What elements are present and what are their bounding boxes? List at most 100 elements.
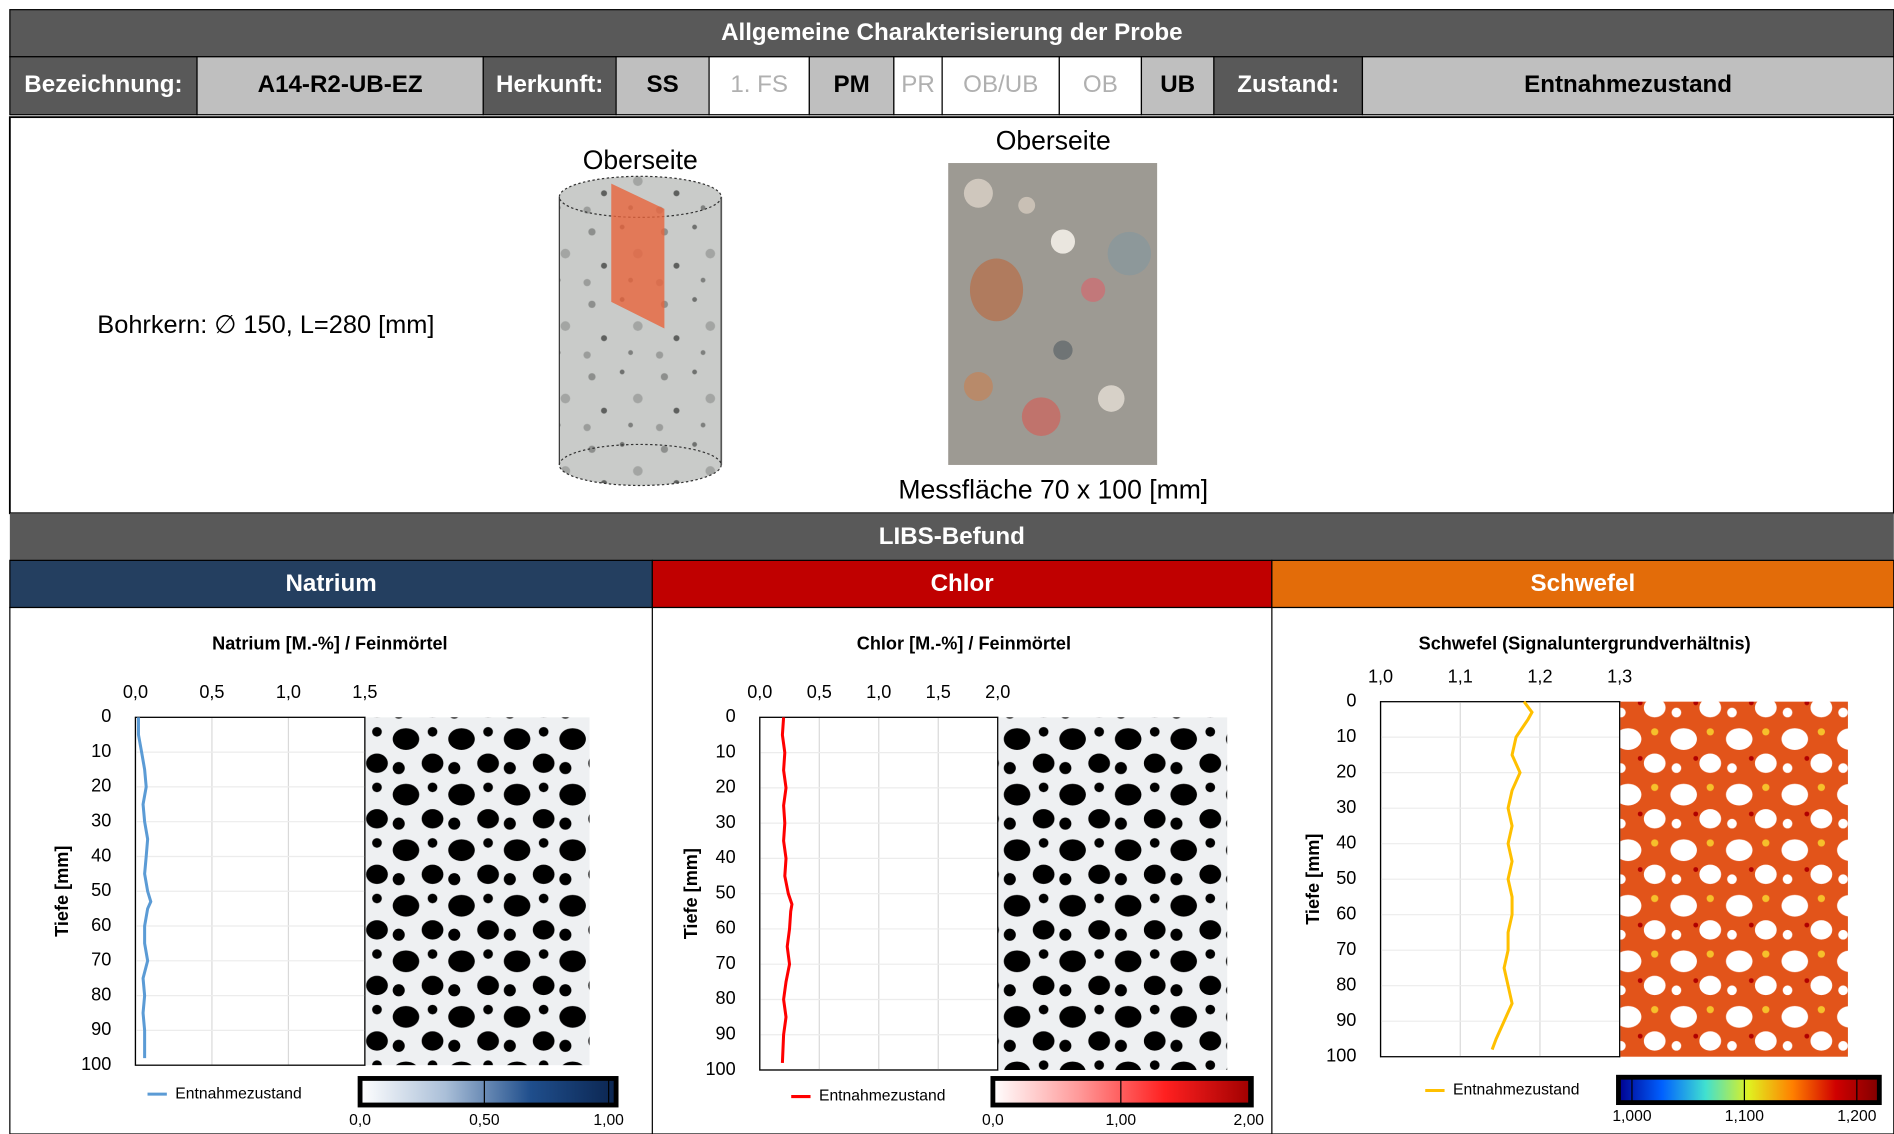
legend-label: Entnahmezustand xyxy=(175,1085,301,1102)
header-cell xyxy=(196,56,484,116)
libs-map xyxy=(997,717,1228,1070)
y-tick-label: 30 xyxy=(716,812,736,832)
y-tick-label: 0 xyxy=(101,706,111,726)
colorbar xyxy=(1616,1074,1882,1106)
libs-bar xyxy=(9,513,1894,561)
colorbar-label: 2,00 xyxy=(1234,1112,1265,1129)
y-tick-label: 50 xyxy=(91,880,111,900)
x-tick-label: 2,0 xyxy=(985,682,1010,702)
y-tick-label: 20 xyxy=(716,777,736,797)
header-cell-text: OB/UB xyxy=(963,71,1038,98)
y-tick-label: 60 xyxy=(91,915,111,935)
libs-title: LIBS-Befund xyxy=(879,523,1025,550)
header-cell-text: UB xyxy=(1160,71,1195,98)
y-tick-label: 70 xyxy=(1336,939,1356,959)
plot-frame xyxy=(1379,701,1621,1058)
y-tick-label: 0 xyxy=(1346,690,1356,710)
core-text: Bohrkern: ∅ 150, L=280 [mm] xyxy=(97,311,434,339)
y-tick-label: 100 xyxy=(1326,1045,1356,1065)
sample-photo xyxy=(948,163,1158,465)
colorbar-label: 1,000 xyxy=(1612,1108,1652,1125)
header-cell xyxy=(941,56,1060,116)
element-bar xyxy=(651,559,1273,609)
x-tick-label: 1,0 xyxy=(866,682,891,702)
x-tick-label: 0,5 xyxy=(807,682,832,702)
chart-title: Natrium [M.-%] / Feinmörtel xyxy=(212,634,447,654)
colorbar-label: 0,0 xyxy=(349,1112,371,1129)
y-tick-label: 40 xyxy=(716,847,736,867)
y-tick-label: 100 xyxy=(81,1054,111,1074)
plot-frame xyxy=(134,716,366,1066)
colorbar-label: 0,50 xyxy=(469,1112,500,1129)
y-tick-label: 40 xyxy=(1336,832,1356,852)
colorbar-label: 1,00 xyxy=(593,1112,624,1129)
y-tick-label: 90 xyxy=(1336,1010,1356,1030)
x-tick-label: 1,2 xyxy=(1527,666,1552,686)
y-tick-label: 30 xyxy=(91,810,111,830)
x-tick-label: 0,0 xyxy=(123,682,148,702)
y-tick-label: 70 xyxy=(91,950,111,970)
chart-title: Chlor [M.-%] / Feinmörtel xyxy=(857,634,1071,654)
colorbar xyxy=(990,1076,1254,1108)
colorbar xyxy=(357,1076,619,1108)
y-tick-label: 60 xyxy=(716,918,736,938)
y-tick-label: 90 xyxy=(716,1024,736,1044)
y-tick-label: 90 xyxy=(91,1019,111,1039)
x-tick-label: 1,3 xyxy=(1607,666,1632,686)
y-tick-label: 10 xyxy=(91,741,111,761)
header-cell-text: Entnahmezustand xyxy=(1524,71,1732,98)
chart: Schwefel (Signaluntergrundverhältnis) 1,0… xyxy=(1303,634,1882,1125)
header-cell-text: Zustand: xyxy=(1237,71,1339,98)
header-cell xyxy=(9,56,198,116)
libs-map xyxy=(1619,701,1848,1057)
series-line xyxy=(136,717,153,1059)
colorbar-label: 1,200 xyxy=(1837,1108,1877,1125)
core-drawing xyxy=(558,175,723,487)
header-cell xyxy=(1361,56,1894,116)
x-tick-label: 0,5 xyxy=(199,682,224,702)
plot-frame xyxy=(759,716,999,1071)
chart: Natrium [M.-%] / Feinmörtel 0,0 0,5 1,0 1,5 0… xyxy=(52,634,624,1129)
series-line xyxy=(780,717,794,1064)
header-title: Allgemeine Charakterisierung der Probe xyxy=(721,19,1183,46)
legend-label: Entnahmezustand xyxy=(1453,1082,1579,1099)
header-cell xyxy=(482,56,617,116)
y-tick-label: 60 xyxy=(1336,903,1356,923)
y-tick-label: 50 xyxy=(1336,868,1356,888)
y-tick-label: 30 xyxy=(1336,797,1356,817)
header-bar xyxy=(9,9,1894,58)
x-tick-label: 1,5 xyxy=(926,682,951,702)
header-cell xyxy=(708,56,810,116)
header-cell xyxy=(808,56,895,116)
element-bar xyxy=(9,559,653,609)
y-tick-label: 10 xyxy=(1336,726,1356,746)
element-title: Schwefel xyxy=(1531,570,1636,597)
y-tick-label: 20 xyxy=(91,776,111,796)
y-tick-label: 10 xyxy=(716,741,736,761)
y-tick-label: 40 xyxy=(91,845,111,865)
colorbar-label: 0,0 xyxy=(982,1112,1004,1129)
drawing-label: Oberseite xyxy=(583,145,698,175)
element-title: Natrium xyxy=(285,570,376,597)
y-tick-label: 80 xyxy=(716,988,736,1008)
header-cell-text: A14-R2-UB-EZ xyxy=(258,71,423,98)
header-cell xyxy=(1140,56,1215,116)
y-axis-label: Tiefe [mm] xyxy=(1303,834,1323,925)
x-tick-label: 1,0 xyxy=(276,682,301,702)
y-tick-label: 80 xyxy=(91,984,111,1004)
header-cell-text: Herkunft: xyxy=(496,71,603,98)
x-tick-label: 1,1 xyxy=(1448,666,1473,686)
y-tick-label: 0 xyxy=(726,706,736,726)
header-cell-text: PM xyxy=(833,71,869,98)
header-cell-text: PR xyxy=(901,71,935,98)
y-axis-label: Tiefe [mm] xyxy=(52,846,72,937)
chart-title: Schwefel (Signaluntergrundverhältnis) xyxy=(1419,634,1751,654)
colorbar-label: 1,00 xyxy=(1106,1112,1137,1129)
area-text: Messfläche 70 x 100 [mm] xyxy=(898,475,1208,505)
y-tick-label: 70 xyxy=(716,953,736,973)
header-cell-text: SS xyxy=(646,71,678,98)
header-cell xyxy=(1213,56,1364,116)
header-cell-text: 1. FS xyxy=(730,71,788,98)
